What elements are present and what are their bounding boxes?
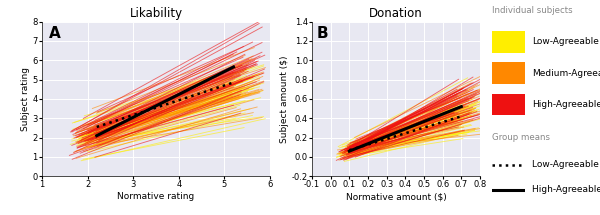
Text: A: A xyxy=(49,26,61,41)
Y-axis label: Subject amount ($): Subject amount ($) xyxy=(280,55,289,143)
Title: Donation: Donation xyxy=(369,7,423,20)
Text: High-Agreeable mean: High-Agreeable mean xyxy=(532,185,600,194)
Text: Medium-Agreeable: Medium-Agreeable xyxy=(532,69,600,78)
Text: Low-Agreeable mean: Low-Agreeable mean xyxy=(532,160,600,169)
Text: Low-Agreeable: Low-Agreeable xyxy=(532,37,599,46)
Text: B: B xyxy=(317,26,329,41)
X-axis label: Normative amount ($): Normative amount ($) xyxy=(346,192,446,201)
Y-axis label: Subject rating: Subject rating xyxy=(20,67,29,131)
Text: Individual subjects: Individual subjects xyxy=(492,6,572,15)
Text: High-Agreeable: High-Agreeable xyxy=(532,100,600,109)
X-axis label: Normative rating: Normative rating xyxy=(118,192,194,201)
Title: Likability: Likability xyxy=(130,7,182,20)
Text: Group means: Group means xyxy=(492,133,550,142)
